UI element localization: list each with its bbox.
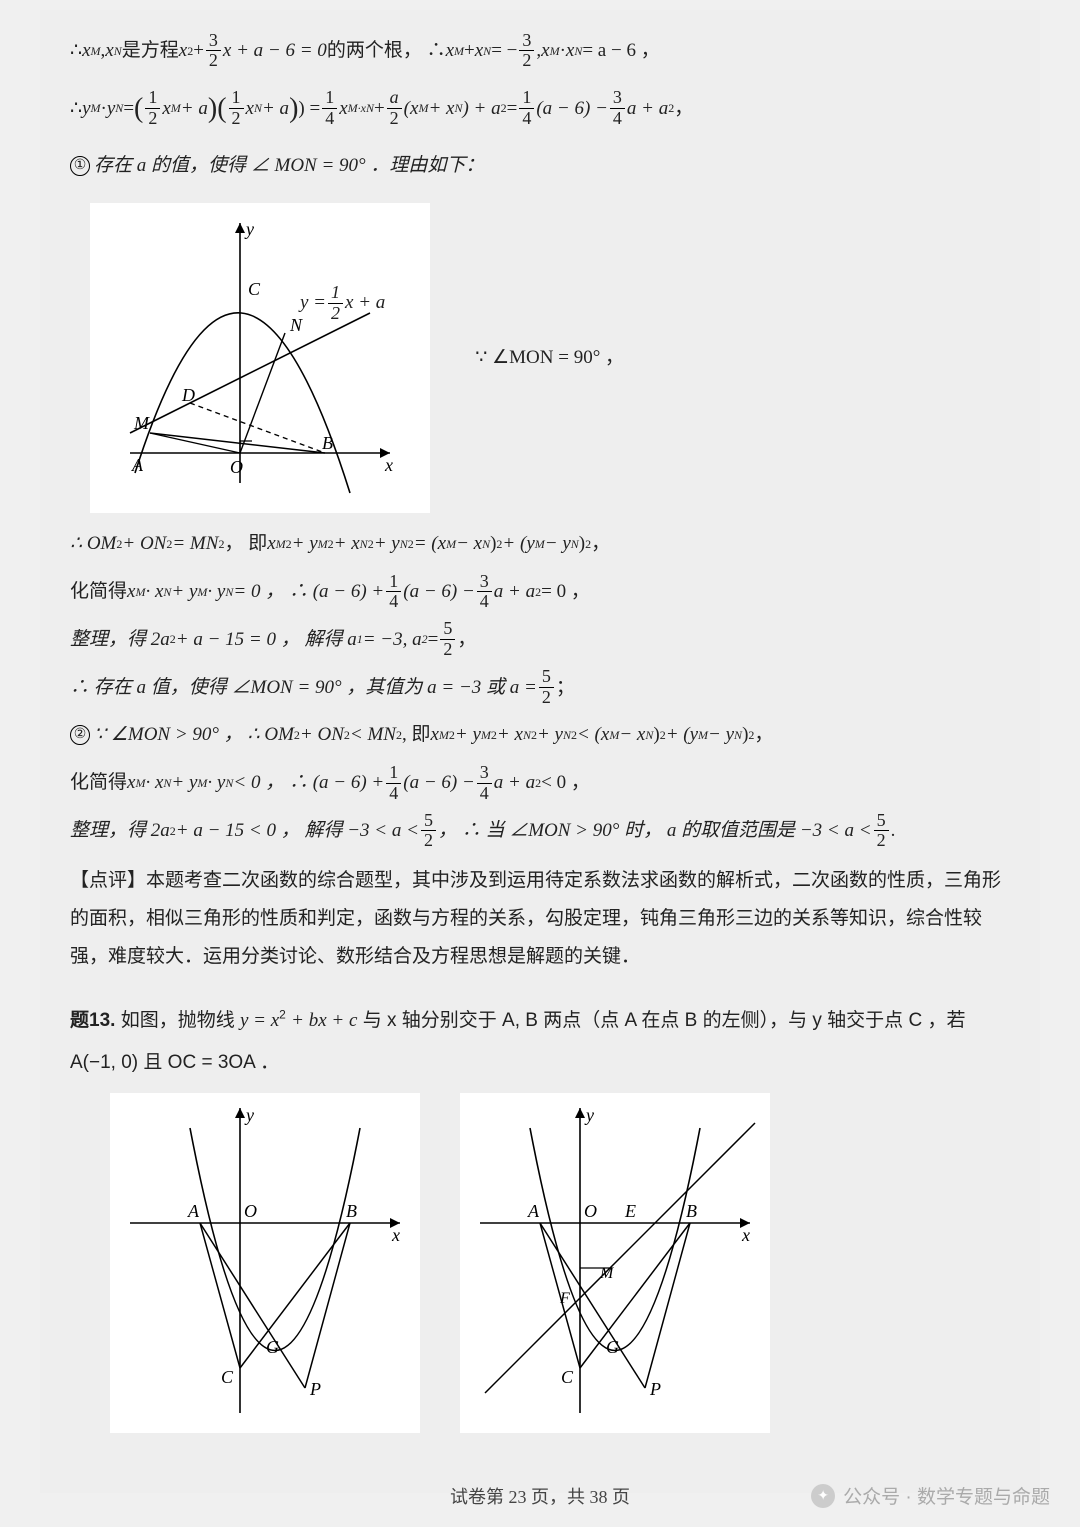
math-line-3: ① 存在 a 的值，使得 ∠ MON = 90° ．理由如下： (70, 145, 1010, 187)
svg-text:F: F (559, 1290, 570, 1307)
svg-text:C: C (221, 1367, 234, 1387)
svg-text:O: O (244, 1201, 257, 1221)
svg-text:O: O (230, 457, 243, 477)
svg-text:C: C (248, 279, 261, 299)
svg-text:G: G (606, 1337, 619, 1357)
svg-text:P: P (649, 1379, 661, 1399)
svg-text:B: B (322, 433, 333, 453)
math-line-7: ∴ 存在 a 值，使得 ∠MON = 90° ，其值为 a = −3 或 a =… (70, 667, 1010, 709)
math-line-4: ∴ OM2 + ON2 = MN2 ， 即 xM2 + yM2 + xN2 + … (70, 523, 1010, 565)
circled-1: ① (70, 156, 90, 176)
problem-13-label: 题13. (70, 1010, 115, 1031)
svg-text:y: y (244, 1105, 254, 1125)
svg-text:B: B (686, 1201, 697, 1221)
svg-text:y: y (244, 219, 254, 239)
svg-text:E: E (624, 1201, 636, 1221)
page: ∴ xM , xN 是方程 x2 + 32 x + a − 6 = 0 的两个根… (40, 10, 1040, 1493)
watermark: ✦ 公众号 · 数学专题与命题 (811, 1482, 1050, 1509)
svg-text:C: C (561, 1367, 574, 1387)
svg-text:x: x (741, 1225, 750, 1245)
svg-text:P: P (309, 1379, 321, 1399)
math-line-6: 整理，得 2a2 + a − 15 = 0 ， 解得 a1 = −3, a2 =… (70, 619, 1010, 661)
svg-text:A: A (527, 1201, 540, 1221)
diagram-1: y x C N D M A O B (90, 203, 430, 513)
circled-2: ② (70, 725, 90, 745)
svg-text:M: M (599, 1265, 615, 1282)
svg-text:B: B (346, 1201, 357, 1221)
math-line-2: ∴ yM · yN = ( 12 xM + a )( 12 xN + a ) )… (70, 78, 1010, 140)
svg-text:A: A (187, 1201, 200, 1221)
commentary: 【点评】本题考查二次函数的综合题型，其中涉及到运用待定系数法求函数的解析式，二次… (70, 862, 1010, 976)
svg-text:y: y (584, 1105, 594, 1125)
svg-text:G: G (266, 1337, 279, 1357)
diagram-1-line-eq: y = 12 x + a (300, 282, 385, 324)
svg-text:x: x (384, 455, 393, 475)
wechat-icon: ✦ (811, 1484, 835, 1508)
diagram-row: y x C N D M A O B y = 12 x + a ∵ ∠MON = … (70, 193, 1010, 523)
math-line-1: ∴ xM , xN 是方程 x2 + 32 x + a − 6 = 0 的两个根… (70, 30, 1010, 72)
svg-text:D: D (181, 385, 195, 405)
diagram-1-aside: ∵ ∠MON = 90° ， (475, 337, 624, 379)
problem-13: 题13. 如图，抛物线 y = x2 + bx + c 与 x 轴分别交于 A,… (70, 1000, 1010, 1084)
svg-text:M: M (133, 413, 150, 433)
math-line-9: 化简得 xM · xN + yM · yN < 0 ， ∴ (a − 6) + … (70, 762, 1010, 804)
svg-text:O: O (584, 1201, 597, 1221)
math-line-8: ② ∵ ∠MON > 90° ， ∴ OM2 + ON2 < MN2 , 即 x… (70, 714, 1010, 756)
watermark-text: 公众号 · 数学专题与命题 (843, 1482, 1050, 1509)
diagram-2: y x A O B C G P (110, 1093, 420, 1433)
diagram-panels: y x A O B C G P (110, 1093, 1010, 1433)
math-line-10: 整理，得 2a2 + a − 15 < 0 ， 解得 −3 < a < 52 ，… (70, 810, 1010, 852)
svg-text:A: A (131, 455, 144, 475)
diagram-3: y x A O E B M F C G P (460, 1093, 770, 1433)
svg-text:x: x (391, 1225, 400, 1245)
math-line-5: 化简得 xM · xN + yM · yN = 0 ， ∴ (a − 6) + … (70, 571, 1010, 613)
